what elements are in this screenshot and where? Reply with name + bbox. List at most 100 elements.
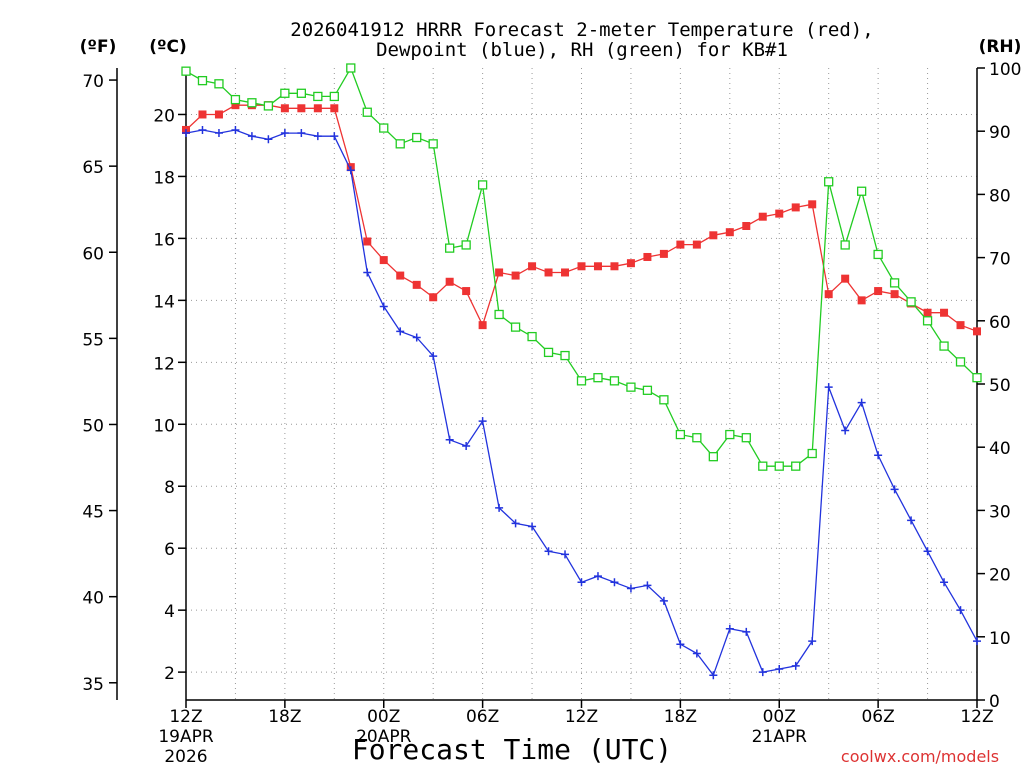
rh-tick-label: 60 — [989, 313, 1011, 333]
dewpoint-point — [462, 441, 471, 450]
temperature-point — [231, 101, 240, 110]
x-axis-label: Forecast Time (UTC) — [352, 733, 672, 766]
series-layer — [181, 63, 982, 680]
rh-point — [642, 385, 653, 395]
fahrenheit-tick-label: 50 — [82, 416, 104, 436]
dewpoint-point — [231, 125, 240, 134]
temperature-point — [544, 268, 553, 277]
dewpoint-point — [841, 426, 850, 435]
temperature-point — [396, 271, 405, 280]
rh-point — [906, 297, 916, 307]
dewpoint-point — [363, 268, 372, 277]
rh-tick-label: 80 — [989, 186, 1011, 206]
rh-point — [873, 249, 883, 260]
dewpoint-point — [857, 398, 866, 407]
dewpoint-point — [346, 166, 355, 175]
rh-tick-label: 100 — [989, 60, 1021, 80]
dewpoint-point — [874, 451, 883, 460]
temperature-point — [940, 308, 949, 317]
dewpoint-point — [330, 132, 339, 141]
dewpoint-point — [956, 606, 965, 615]
celsius-tick-label: 8 — [164, 478, 175, 498]
rh-point — [527, 331, 537, 342]
fahrenheit-tick-label: 45 — [82, 503, 104, 523]
dewpoint-point — [429, 352, 438, 361]
dewpoint-point — [742, 627, 751, 636]
temperature-point — [495, 268, 504, 277]
rh-point — [412, 132, 422, 143]
temperature-point — [577, 262, 586, 271]
x-tick-label: 00Z — [763, 707, 796, 727]
x-tick-label: 00Z — [367, 707, 400, 727]
temperature-point — [511, 271, 520, 280]
temperature-point — [363, 237, 372, 246]
fahrenheit-tick-label: 35 — [82, 675, 104, 695]
temperature-point — [528, 262, 537, 271]
fahrenheit-tick-label: 65 — [82, 158, 104, 178]
x-tick-label: 12Z — [169, 707, 202, 727]
x-date-label: 19APR — [158, 727, 214, 747]
dewpoint-point — [923, 547, 932, 556]
rh-point — [840, 240, 850, 250]
x-date-label: 21APR — [752, 727, 808, 747]
temperature-point — [841, 274, 850, 283]
dewpoint-point — [626, 584, 635, 593]
rh-point — [609, 376, 620, 386]
dewpoint-point — [182, 129, 190, 138]
rh-tick-label: 30 — [989, 502, 1011, 522]
rh-point — [428, 139, 438, 149]
chart-title: 2026041912 HRRR Forecast 2-meter Tempera… — [290, 19, 873, 41]
rh-tick-label: 70 — [989, 250, 1011, 270]
temperature-point — [626, 259, 635, 268]
temperature-point — [593, 262, 602, 271]
dewpoint-point — [907, 516, 916, 525]
temperature-point — [198, 110, 207, 119]
temperature-point — [429, 293, 438, 302]
dewpoint-point — [198, 125, 207, 134]
temperature-point — [313, 104, 322, 113]
temperature-point — [923, 308, 932, 317]
rh-point — [889, 278, 900, 288]
dewpoint-point — [610, 578, 619, 587]
fahrenheit-tick-label: 40 — [82, 589, 104, 609]
rh-point — [197, 75, 208, 86]
dewpoint-point — [824, 383, 833, 392]
rh-tick-label: 90 — [989, 123, 1011, 143]
rh-point — [461, 240, 471, 250]
rh-point — [758, 461, 768, 471]
temperature-point — [857, 296, 866, 305]
rh-point — [626, 382, 636, 392]
dewpoint-point — [396, 327, 405, 336]
dewpoint-point — [791, 661, 800, 670]
rh-point — [280, 88, 290, 98]
rh-point — [774, 461, 784, 471]
dewpoint-point — [709, 671, 718, 680]
celsius-tick-label: 14 — [153, 292, 175, 312]
dewpoint-point — [544, 547, 553, 556]
dewpoint-point — [379, 302, 388, 311]
fahrenheit-tick-label: 60 — [82, 244, 104, 264]
dewpoint-point — [313, 132, 322, 141]
chart-axes: 35 40 45 50 55 60 65 70 2 4 6 8 10 12 14 16 18 20 0 10 20 30 4… — [82, 60, 1021, 767]
rh-point — [543, 347, 554, 358]
dewpoint-point — [890, 485, 899, 494]
rh-point — [922, 316, 933, 326]
temperature-point — [808, 200, 817, 209]
x-tick-label: 12Z — [565, 707, 598, 727]
rh-tick-label: 50 — [989, 376, 1011, 396]
rh-point — [741, 433, 751, 443]
celsius-tick-label: 12 — [153, 354, 175, 374]
rh-point — [477, 180, 488, 190]
rh-tick-label: 20 — [989, 566, 1011, 586]
dewpoint-point — [577, 578, 586, 587]
rh-point — [972, 373, 982, 383]
temperature-point — [775, 209, 784, 218]
celsius-tick-label: 18 — [153, 168, 175, 188]
dewpoint-point — [775, 665, 784, 674]
dewpoint-point — [561, 550, 570, 559]
dewpoint-point — [528, 522, 537, 531]
grid-lines — [186, 68, 977, 700]
rh-point — [708, 452, 718, 462]
rh-point — [725, 429, 735, 440]
dewpoint-point — [940, 578, 949, 587]
